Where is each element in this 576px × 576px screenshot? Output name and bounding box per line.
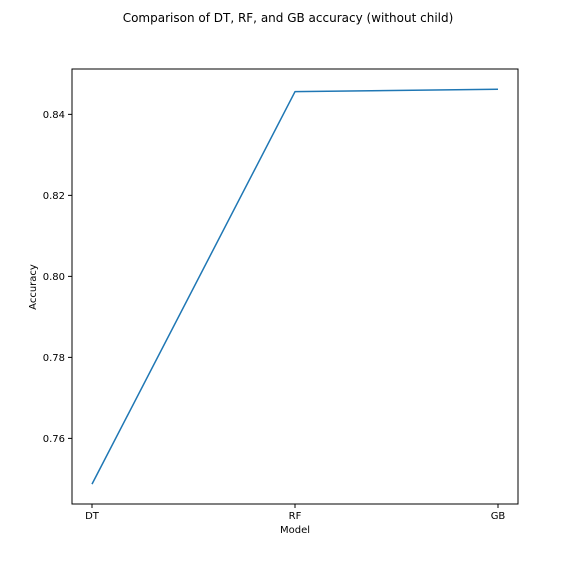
y-tick-label: 0.84 bbox=[43, 110, 65, 121]
plot-series bbox=[91, 88, 499, 485]
y-tick-label: 0.80 bbox=[43, 272, 65, 283]
y-axis-ticks: 0.76 0.78 0.80 0.82 0.84 bbox=[43, 110, 72, 445]
x-tick-label: GB bbox=[491, 511, 506, 522]
x-axis-ticks: DT RF GB bbox=[85, 504, 505, 522]
x-axis-label: Model bbox=[280, 525, 310, 536]
y-tick-label: 0.82 bbox=[43, 191, 65, 202]
x-tick-label: DT bbox=[85, 511, 100, 522]
y-tick-label: 0.78 bbox=[43, 353, 65, 364]
plot-area-frame bbox=[71, 68, 519, 505]
x-tick-label: RF bbox=[289, 511, 302, 522]
accuracy-series-line bbox=[91, 88, 499, 485]
chart-title: Comparison of DT, RF, and GB accuracy (w… bbox=[123, 11, 454, 25]
y-tick-label: 0.76 bbox=[43, 434, 65, 445]
y-axis-label: Accuracy bbox=[28, 264, 39, 310]
